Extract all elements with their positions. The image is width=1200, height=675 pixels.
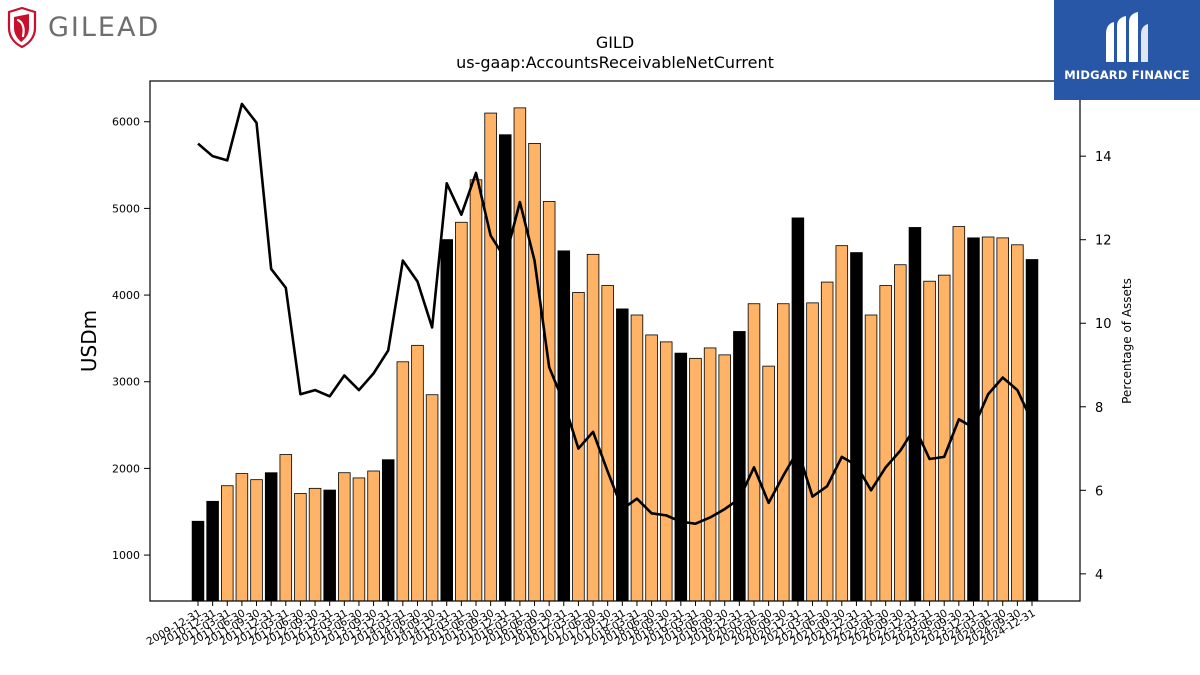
- y-left-tick-label: 2000: [112, 462, 140, 475]
- bar: [703, 347, 717, 602]
- bar: [469, 179, 483, 602]
- plot-frame: [149, 80, 1081, 602]
- gilead-wordmark: GILEAD: [48, 12, 161, 43]
- bar: [616, 308, 629, 602]
- bar: [630, 314, 644, 602]
- y-right-tick-label: 4: [1095, 568, 1103, 583]
- midgard-mark-icon: [1106, 12, 1148, 62]
- bar: [191, 520, 205, 602]
- y-left-tick-label: 3000: [112, 376, 140, 389]
- bar: [528, 142, 541, 602]
- bar: [367, 470, 380, 602]
- bar: [586, 253, 600, 602]
- bar: [264, 472, 278, 602]
- bar: [396, 361, 410, 602]
- gilead-shield-icon: [7, 6, 37, 48]
- x-axis: 2009-12-312010-12-312011-03-312011-06-30…: [145, 601, 1038, 648]
- bar: [850, 252, 863, 602]
- bar: [835, 245, 849, 602]
- bar: [411, 344, 424, 602]
- bar: [908, 227, 922, 602]
- bar: [674, 352, 688, 602]
- bar: [864, 314, 878, 602]
- bar: [733, 331, 746, 602]
- bar: [352, 477, 366, 602]
- bar: [221, 485, 234, 602]
- bar: [806, 302, 819, 602]
- series-line-percentage-of-assets: [197, 102, 1034, 526]
- bar: [235, 473, 249, 602]
- y-left-tick-label: 1000: [112, 549, 140, 562]
- y-right-axis-label: Percentage of Assets: [1120, 278, 1134, 404]
- chart-title: GILD: [596, 33, 634, 52]
- bar: [323, 489, 336, 602]
- y-right-tick-label: 10: [1095, 317, 1112, 332]
- bar: [338, 472, 351, 602]
- y-left-axis: 1000 2000 3000 4000 5000 6000: [112, 116, 150, 562]
- bar: [250, 479, 263, 602]
- bar: [440, 239, 453, 602]
- y-right-tick-label: 8: [1095, 401, 1103, 416]
- y-left-tick-label: 4000: [112, 289, 140, 302]
- bar: [557, 250, 571, 602]
- midgard-wordmark: MIDGARD FINANCE: [1064, 68, 1190, 82]
- bar: [718, 354, 731, 602]
- bar: [894, 264, 907, 602]
- bar: [820, 281, 834, 602]
- bar: [308, 487, 322, 602]
- y-right-tick-label: 12: [1095, 234, 1112, 249]
- y-right-axis: 4 6 8 10 12 14: [1080, 150, 1112, 583]
- y-left-tick-label: 6000: [112, 116, 140, 129]
- bar: [1011, 244, 1024, 602]
- bar: [542, 201, 556, 602]
- bar: [499, 134, 512, 602]
- y-right-tick-label: 14: [1095, 150, 1112, 165]
- bar: [455, 221, 468, 602]
- bar: [484, 112, 497, 602]
- bar: [762, 365, 775, 602]
- bar: [981, 236, 995, 602]
- bar: [996, 237, 1009, 602]
- y-left-axis-label: USDm: [77, 310, 101, 372]
- bar: [879, 285, 892, 602]
- bar: [952, 226, 966, 602]
- bar: [513, 107, 527, 602]
- bar: [659, 341, 673, 602]
- bar: [1025, 259, 1039, 602]
- y-left-tick-label: 5000: [112, 202, 140, 215]
- bar: [747, 303, 761, 602]
- bars-layer: [191, 107, 1039, 602]
- bar: [689, 357, 702, 602]
- bar: [279, 454, 293, 602]
- bar: [937, 274, 951, 602]
- bar: [206, 500, 219, 602]
- bar: [645, 334, 658, 602]
- bar: [294, 493, 307, 602]
- bar: [777, 303, 790, 602]
- bar: [425, 394, 439, 602]
- midgard-logo: MIDGARD FINANCE: [1054, 0, 1200, 100]
- line-layer: [197, 102, 1034, 526]
- bar: [791, 217, 805, 602]
- y-right-tick-label: 6: [1095, 484, 1103, 499]
- chart-subtitle: us-gaap:AccountsReceivableNetCurrent: [456, 53, 774, 72]
- bar: [923, 280, 936, 602]
- bar: [381, 459, 395, 602]
- bar: [601, 285, 614, 602]
